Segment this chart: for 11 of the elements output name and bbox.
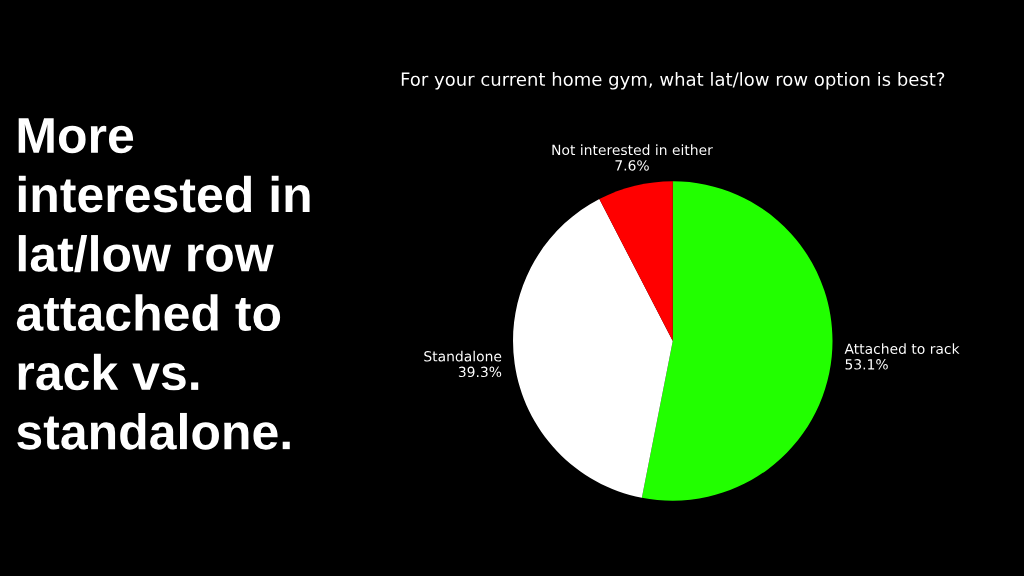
pie-slice <box>641 181 833 501</box>
data-label: 7.6% <box>615 160 649 171</box>
slice-label: Standalone <box>424 350 502 362</box>
slice-label: Attached to rack <box>844 343 960 355</box>
pie-slice <box>599 181 673 341</box>
pie-slice <box>513 199 673 498</box>
slice-label: Not interested in either <box>552 144 713 156</box>
chart-title: For your current home gym, what lat/low row option is best? <box>401 72 945 90</box>
text: More interested in lat/low row attached to rack vs. standalone. <box>16 118 310 450</box>
data-label: 39.3% <box>458 366 502 378</box>
data-label: 53.1% <box>845 359 888 370</box>
